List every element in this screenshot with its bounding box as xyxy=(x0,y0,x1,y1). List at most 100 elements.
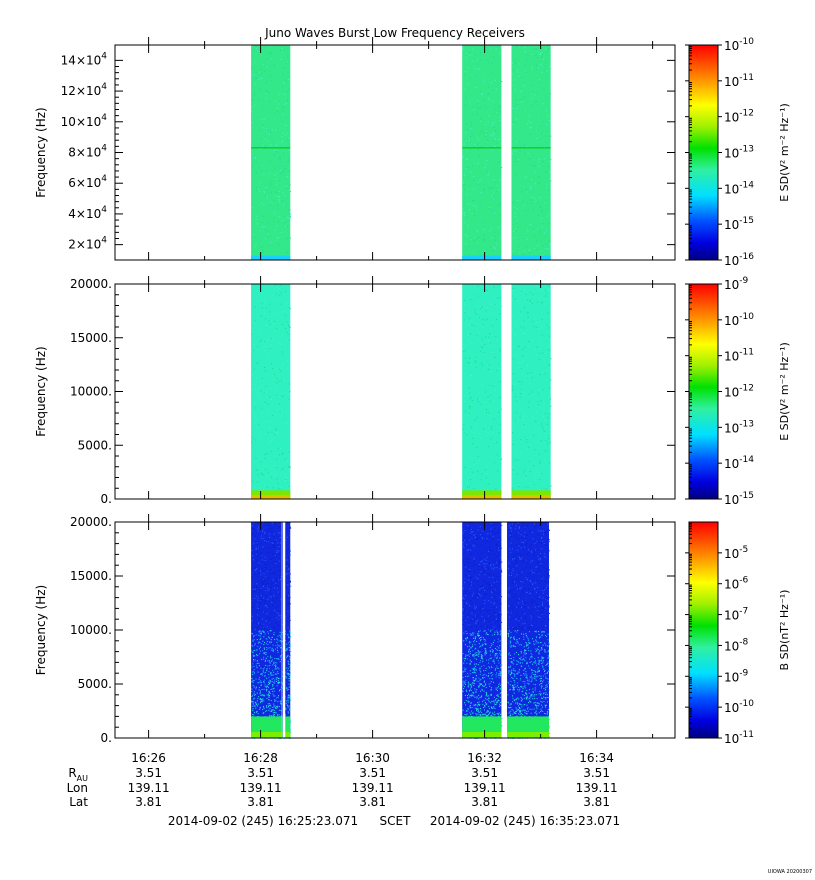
y-tick-label: 8×104 xyxy=(68,144,107,160)
data-segment-2 xyxy=(462,522,503,739)
segment-fill xyxy=(511,284,551,499)
colorbar-tick-label: 10-15 xyxy=(724,216,754,232)
colorbar-tick-label: 10-7 xyxy=(724,607,748,623)
segment-fill xyxy=(462,522,502,738)
panel-1: 2×104 4×104 6×104 8×104 10×104 12×104 14×104 Fr… xyxy=(34,37,791,268)
low-band xyxy=(511,255,551,260)
ephemeris-value: 3.51 xyxy=(359,766,386,780)
ephemeris-value: 3.81 xyxy=(247,795,274,809)
low-band-peak xyxy=(511,495,551,499)
colorbar-tick-label: 10-14 xyxy=(724,455,754,471)
ephemeris-value: 139.11 xyxy=(128,781,170,795)
colorbar-tick-label: 10-12 xyxy=(724,384,754,400)
low-band-peak xyxy=(251,732,291,738)
panel-frame xyxy=(114,44,676,261)
low-band xyxy=(251,490,291,499)
y-tick-label: 15000. xyxy=(70,569,112,583)
time-range-end: 2014-09-02 (245) 16:35:23.071 xyxy=(430,814,620,828)
low-band-peak xyxy=(462,495,502,499)
panel-2: 0. 5000. 10000. 15000. 20000. Frequency (Hz) 1… xyxy=(34,276,791,507)
segment-fill xyxy=(251,284,291,499)
footer-tag: UIOWA 20200307 xyxy=(768,869,812,875)
low-band xyxy=(251,255,291,260)
ephemeris-value: 3.51 xyxy=(247,766,274,780)
time-axis-labels: 16:26 16:28 16:30 16:32 16:34 xyxy=(131,751,614,765)
colorbar-scale xyxy=(688,521,719,739)
colorbar-tick-label: 10-11 xyxy=(724,73,754,89)
y-axis-label: Frequency (Hz) xyxy=(34,346,48,437)
ephemeris-value: 3.51 xyxy=(135,766,162,780)
colorbar: 10-9 10-10 10-11 10-12 10-13 10-14 10-15 E SD(V… xyxy=(685,276,791,507)
ephemeris-row-label: RAU xyxy=(68,766,88,783)
chart-title: Juno Waves Burst Low Frequency Receivers xyxy=(264,26,525,40)
colorbar-tick-label: 10-10 xyxy=(724,37,754,53)
data-segment-2 xyxy=(462,45,503,261)
time-tick-label: 16:28 xyxy=(243,751,278,765)
segment-fill xyxy=(462,284,502,499)
colorbar-tick-label: 10-15 xyxy=(724,491,754,507)
ephemeris-value: 3.81 xyxy=(135,795,162,809)
colorbar-tick-label: 10-9 xyxy=(724,668,749,684)
segment-fill xyxy=(507,522,549,738)
y-axis-label: Frequency (Hz) xyxy=(34,107,48,198)
colorbar-tick-label: 10-16 xyxy=(724,252,754,268)
y-axis-label: Frequency (Hz) xyxy=(34,585,48,676)
colorbar-label: E SD(V² m⁻² Hz⁻¹) xyxy=(778,342,791,441)
ephemeris-value: 139.11 xyxy=(240,781,282,795)
panel-frame xyxy=(114,521,676,739)
y-tick-label: 12×104 xyxy=(61,82,108,98)
data-segment-3 xyxy=(511,284,552,499)
colorbar: 10-5 10-6 10-7 10-8 10-9 10-10 10-11 B SD(nT² H… xyxy=(685,521,791,746)
colorbar-tick-label: 10-12 xyxy=(724,109,754,125)
time-tick-label: 16:34 xyxy=(579,751,614,765)
data-segment-1 xyxy=(251,284,292,499)
y-tick-label: 14×104 xyxy=(61,51,108,67)
y-tick-label: 5000. xyxy=(78,677,112,691)
low-band xyxy=(462,255,502,260)
colorbar-scale xyxy=(688,44,719,261)
y-tick-label: 10000. xyxy=(70,623,112,637)
ephemeris-value: 3.51 xyxy=(583,766,610,780)
y-tick-label: 0. xyxy=(101,731,112,745)
colorbar-tick-label: 10-10 xyxy=(724,699,754,715)
colorbar-tick-label: 10-9 xyxy=(724,276,749,292)
y-tick-label: 15000. xyxy=(70,331,112,345)
y-tick-label: 0. xyxy=(101,492,112,506)
segment-fill xyxy=(511,45,551,260)
ephemeris-value: 3.51 xyxy=(471,766,498,780)
colorbar-tick-label: 10-5 xyxy=(724,545,748,561)
ephemeris-row-label: Lat xyxy=(69,795,88,809)
colorbar-tick-label: 10-6 xyxy=(724,576,749,592)
ephemeris-row-label: Lon xyxy=(67,781,88,795)
ephemeris-value: 3.81 xyxy=(583,795,610,809)
colorbar: 10-10 10-11 10-12 10-13 10-14 10-15 10-16 E SD(… xyxy=(685,37,791,268)
low-band-peak xyxy=(251,495,291,499)
low-band-peak xyxy=(462,732,502,738)
colorbar-tick-label: 10-11 xyxy=(724,348,754,364)
time-range-start: 2014-09-02 (245) 16:25:23.071 xyxy=(168,814,358,828)
data-segment-3 xyxy=(507,522,550,739)
time-tick-label: 16:26 xyxy=(131,751,166,765)
time-range-scet: SCET xyxy=(380,814,412,828)
y-tick-label: 10×104 xyxy=(61,113,108,129)
panel-3: 0. 5000. 10000. 15000. 20000. Frequency (Hz) 1… xyxy=(34,514,791,746)
y-tick-label: 20000. xyxy=(70,515,112,529)
ephemeris-value: 139.11 xyxy=(352,781,394,795)
data-gap xyxy=(283,522,286,738)
low-band xyxy=(462,490,502,499)
data-segment-1 xyxy=(251,45,292,261)
colorbar-tick-label: 10-11 xyxy=(724,730,754,746)
colorbar-label: E SD(V² m⁻² Hz⁻¹) xyxy=(778,103,791,202)
data-segment-3 xyxy=(511,45,552,260)
spectrogram-panels: 2×104 4×104 6×104 8×104 10×104 12×104 14×104 Fr… xyxy=(34,37,791,746)
low-band xyxy=(511,490,551,499)
panel-frame xyxy=(114,283,676,500)
colorbar-label: B SD(nT² Hz⁻¹) xyxy=(778,590,791,671)
low-band-peak xyxy=(507,732,549,738)
ephemeris-value: 3.81 xyxy=(471,795,498,809)
y-tick-label: 4×104 xyxy=(68,205,107,221)
time-tick-label: 16:30 xyxy=(355,751,390,765)
y-tick-label: 2×104 xyxy=(68,236,107,252)
ephemeris-value: 139.11 xyxy=(464,781,506,795)
